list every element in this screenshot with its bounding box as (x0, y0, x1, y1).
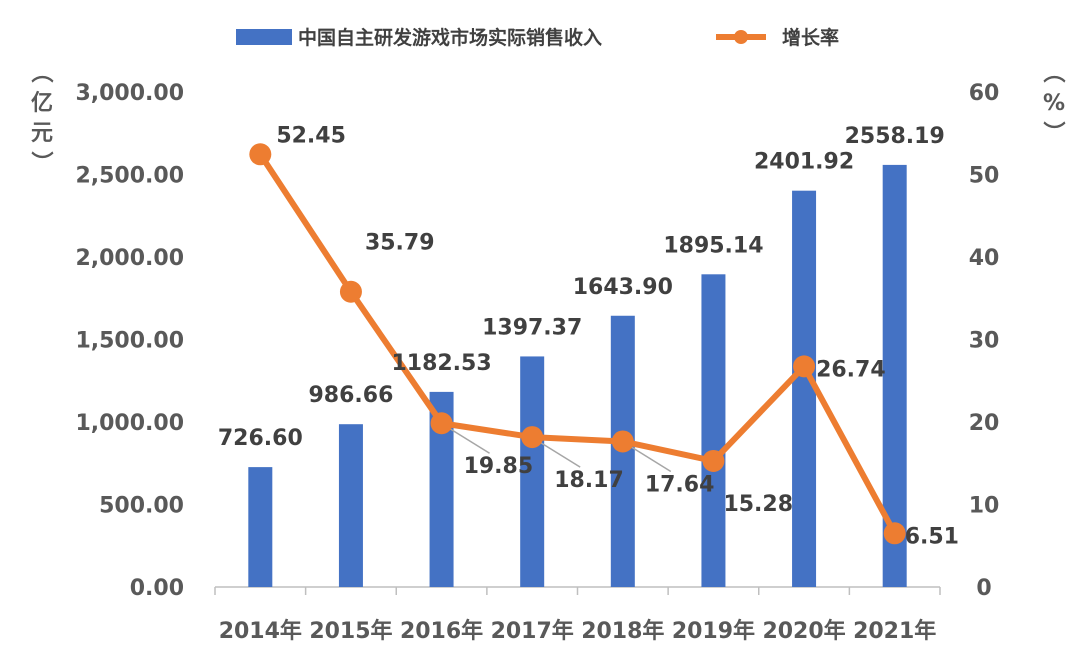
right-axis-unit-char: ） (1040, 121, 1065, 143)
bar-value-label: 1895.14 (663, 233, 763, 258)
right-axis: 0 10 20 30 40 50 60 (969, 81, 1000, 601)
left-axis-unit-char: 亿 (31, 91, 53, 116)
left-axis-tick-label: 0.00 (130, 576, 184, 601)
growth-rate-label: 26.74 (816, 357, 886, 382)
x-axis: 2014年 2015年 2016年 2017年 2018年 2019年 2020年 2021年 (214, 586, 941, 644)
bar-value-label: 2401.92 (754, 150, 854, 175)
bar-value-label: 726.60 (218, 426, 303, 451)
left-axis-tick-label: 500.00 (99, 494, 184, 519)
right-axis-unit-char: （ (1040, 61, 1065, 83)
left-axis-tick-label: 3,000.00 (75, 81, 184, 106)
bar (248, 467, 273, 587)
leader-lines (447, 426, 672, 473)
right-axis-tick-label: 10 (969, 494, 1000, 519)
legend-bar-label: 中国自主研发游戏市场实际销售收入 (298, 26, 602, 49)
growth-rate-label: 6.51 (905, 524, 959, 549)
left-axis-unit-char: （ (28, 61, 53, 83)
right-axis-unit-label: （% ） (1040, 61, 1065, 143)
leader-line (628, 444, 672, 473)
leader-line (537, 440, 581, 468)
growth-rate-point (339, 280, 362, 303)
right-axis-tick-label: 50 (969, 164, 1000, 189)
bar-value-label: 986.66 (308, 383, 393, 408)
left-axis-tick-label: 1,000.00 (75, 411, 184, 436)
bar (338, 424, 363, 587)
x-axis-tick-label: 2017年 (491, 618, 574, 644)
growth-rate-point (430, 412, 453, 435)
left-axis-unit-char: ） (28, 151, 53, 173)
bar (520, 356, 545, 587)
x-axis-tick-label: 2021年 (853, 618, 936, 644)
bar-value-label: 2558.19 (845, 124, 945, 149)
right-axis-tick-label: 20 (969, 411, 1000, 436)
left-axis-tick-label: 1,500.00 (75, 329, 184, 354)
x-axis-tick-label: 2018年 (581, 618, 664, 644)
bar (792, 190, 817, 587)
x-axis-tick-label: 2016年 (400, 618, 483, 644)
x-axis-tick-label: 2014年 (219, 618, 302, 644)
growth-rate-line (257, 152, 898, 535)
legend-line-marker (734, 30, 748, 44)
right-axis-unit-char: % (1043, 91, 1065, 116)
growth-rate-label: 17.64 (645, 472, 715, 497)
growth-rate-label: 52.45 (276, 123, 346, 148)
growth-rate-label: 15.28 (723, 492, 793, 517)
right-axis-tick-label: 60 (969, 81, 1000, 106)
left-axis-unit-label: （ 亿元 ） (28, 61, 53, 173)
x-axis-tick-label: 2015年 (309, 618, 392, 644)
line-series (249, 143, 906, 545)
right-axis-tick-label: 30 (969, 329, 1000, 354)
legend-line-label: 增长率 (782, 26, 839, 49)
growth-rate-label: 35.79 (365, 231, 435, 256)
leader-line (447, 426, 490, 454)
bar-value-label: 1397.37 (482, 315, 582, 340)
growth-rate-point (702, 449, 725, 472)
left-axis: 0.00 500.00 1,000.00 1,500.00 2,000.00 2,500.… (75, 81, 184, 601)
right-axis-tick-label: 40 (969, 246, 1000, 271)
right-axis-tick-label: 0 (976, 576, 991, 601)
growth-rate-label: 18.17 (554, 468, 624, 493)
left-axis-tick-label: 2,500.00 (75, 164, 184, 189)
x-axis-tick-label: 2019年 (672, 618, 755, 644)
bar-value-label: 1643.90 (573, 275, 673, 300)
legend: 中国自主研发游戏市场实际销售收入 增长率 (236, 26, 839, 49)
growth-rate-point (521, 426, 544, 449)
growth-rate-point (611, 430, 634, 453)
growth-rate-point (883, 522, 906, 545)
left-axis-unit-char: 元 (31, 121, 53, 146)
left-axis-tick-label: 2,000.00 (75, 246, 184, 271)
bar-value-label: 1182.53 (391, 351, 491, 376)
x-axis-tick-label: 2020年 (762, 618, 845, 644)
growth-rate-label: 19.85 (464, 454, 534, 479)
bar (701, 274, 726, 587)
growth-rate-point (249, 143, 272, 166)
growth-rate-point (793, 355, 816, 378)
legend-bar-swatch (236, 29, 292, 45)
